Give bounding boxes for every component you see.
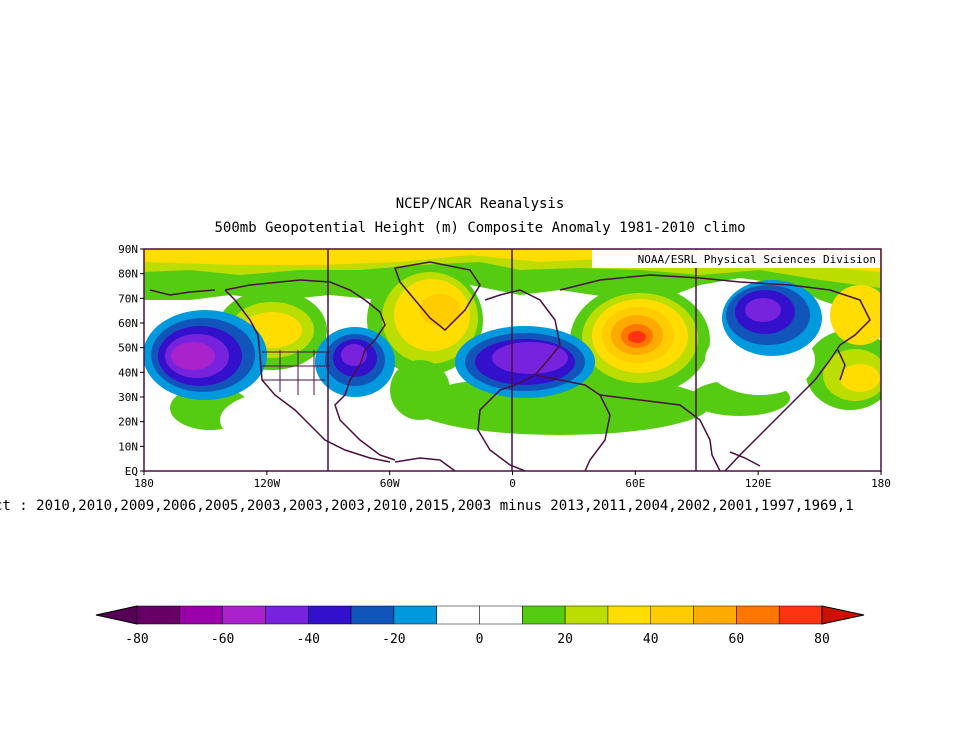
meridian-lines <box>327 249 697 471</box>
colorbar-label: -80 <box>125 632 148 647</box>
map-title: NCEP/NCAR Reanalysis <box>395 196 565 212</box>
colorbar-swatch <box>222 605 266 625</box>
colorbar-swatch <box>736 605 780 625</box>
colorbar-swatch <box>265 605 309 625</box>
coastlines <box>149 261 871 471</box>
lon-label-120e: 120E <box>745 477 772 490</box>
lon-label-120w: 120W <box>254 477 281 490</box>
colorbar-label: 0 <box>476 632 484 647</box>
lon-label-0: 0 <box>509 477 516 490</box>
lat-label-30n: 30N <box>118 391 138 404</box>
lat-label-eq: EQ <box>125 465 138 478</box>
colorbar-swatch <box>607 605 651 625</box>
colorbar: -80 -60 -40 -20 0 20 40 60 80 <box>95 605 865 647</box>
colorbar-swatch <box>693 605 737 625</box>
lat-label-60n: 60N <box>118 317 138 330</box>
lat-label-50n: 50N <box>118 342 138 355</box>
us-state-borders <box>262 350 330 395</box>
composite-years-text: ct : 2010,2010,2009,2006,2005,2003,2003,… <box>0 498 854 514</box>
colorbar-label: 20 <box>557 632 573 647</box>
lon-label-180: 180 <box>871 477 891 490</box>
colorbar-swatch <box>778 605 823 625</box>
colorbar-swatch <box>350 605 395 625</box>
map-subtitle: 500mb Geopotential Height (m) Composite … <box>214 220 746 236</box>
lon-label-180: 180 <box>134 477 154 490</box>
colorbar-swatch <box>179 605 223 625</box>
colorbar-label: -60 <box>211 632 234 647</box>
lat-label-90n: 90N <box>118 243 138 256</box>
colorbar-swatch <box>564 605 609 625</box>
colorbar-swatch <box>308 605 352 625</box>
anomaly-field <box>144 249 881 471</box>
lon-label-60w: 60W <box>380 477 400 490</box>
colorbar-swatch <box>393 605 437 625</box>
colorbar-swatch <box>479 605 523 625</box>
credit-box <box>592 250 880 268</box>
colorbar-swatch <box>436 605 480 625</box>
colorbar-label: -20 <box>382 632 405 647</box>
colorbar-low-arrow <box>95 605 138 625</box>
colorbar-label: 60 <box>729 632 745 647</box>
colorbar-swatch <box>136 605 181 625</box>
lon-label-60e: 60E <box>625 477 645 490</box>
colorbar-label: -40 <box>297 632 320 647</box>
colorbar-label: 40 <box>643 632 659 647</box>
latitude-axis: 90N 80N 70N 60N 50N 40N 30N 20N 10N EQ <box>118 243 144 478</box>
colorbar-label: 80 <box>814 632 830 647</box>
lat-label-80n: 80N <box>118 268 138 281</box>
colorbar-swatch <box>522 605 566 625</box>
colorbar-high-arrow <box>821 605 865 625</box>
lat-label-70n: 70N <box>118 292 138 305</box>
lat-label-10n: 10N <box>118 440 138 453</box>
longitude-axis: 180 120W 60W 0 60E 120E 180 <box>134 471 891 490</box>
lat-label-20n: 20N <box>118 416 138 429</box>
credit-text: NOAA/ESRL Physical Sciences Division <box>638 253 876 266</box>
lat-label-40n: 40N <box>118 366 138 379</box>
colorbar-swatch <box>650 605 694 625</box>
